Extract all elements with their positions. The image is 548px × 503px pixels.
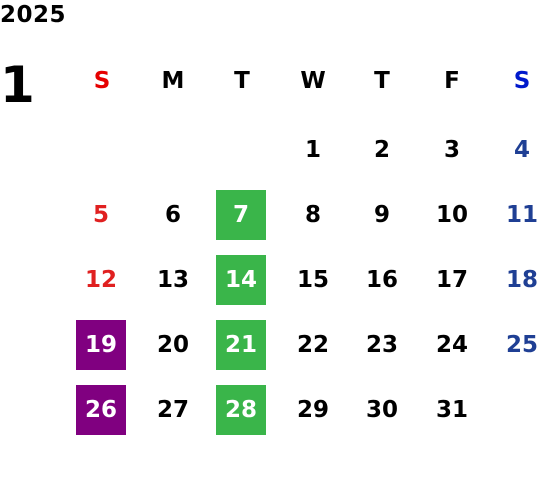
day-cell-27: 27 bbox=[156, 397, 189, 423]
day-cell-11: 11 bbox=[505, 202, 538, 228]
weekday-header-thu: T bbox=[374, 68, 390, 94]
weekday-header-wed: W bbox=[300, 68, 326, 94]
day-cell-1: 1 bbox=[304, 137, 321, 163]
day-cell-22: 22 bbox=[296, 332, 329, 358]
day-cell-9: 9 bbox=[373, 202, 390, 228]
weekday-header-sat: S bbox=[513, 68, 531, 94]
year-label: 2025 bbox=[0, 2, 67, 28]
day-cell-21: 21 bbox=[216, 320, 266, 370]
day-cell-20: 20 bbox=[156, 332, 189, 358]
day-cell-31: 31 bbox=[435, 397, 468, 423]
day-cell-28: 28 bbox=[216, 385, 266, 435]
day-cell-5: 5 bbox=[92, 202, 109, 228]
day-cell-15: 15 bbox=[296, 267, 329, 293]
day-cell-13: 13 bbox=[156, 267, 189, 293]
day-cell-24: 24 bbox=[435, 332, 468, 358]
day-cell-10: 10 bbox=[435, 202, 468, 228]
weekday-header-fri: F bbox=[444, 68, 460, 94]
weekday-header-mon: M bbox=[161, 68, 185, 94]
weekday-header-tue: T bbox=[234, 68, 250, 94]
day-cell-26: 26 bbox=[76, 385, 126, 435]
day-cell-2: 2 bbox=[373, 137, 390, 163]
weekday-header-sun: S bbox=[93, 68, 111, 94]
day-cell-6: 6 bbox=[164, 202, 181, 228]
day-cell-30: 30 bbox=[365, 397, 398, 423]
day-cell-7: 7 bbox=[216, 190, 266, 240]
day-cell-29: 29 bbox=[296, 397, 329, 423]
day-cell-4: 4 bbox=[513, 137, 530, 163]
day-cell-23: 23 bbox=[365, 332, 398, 358]
day-cell-18: 18 bbox=[505, 267, 538, 293]
day-cell-3: 3 bbox=[443, 137, 460, 163]
day-cell-25: 25 bbox=[505, 332, 538, 358]
day-cell-17: 17 bbox=[435, 267, 468, 293]
day-cell-12: 12 bbox=[84, 267, 117, 293]
day-cell-8: 8 bbox=[304, 202, 321, 228]
day-cell-16: 16 bbox=[365, 267, 398, 293]
day-cell-14: 14 bbox=[216, 255, 266, 305]
month-label: 1 bbox=[0, 56, 35, 114]
day-cell-19: 19 bbox=[76, 320, 126, 370]
